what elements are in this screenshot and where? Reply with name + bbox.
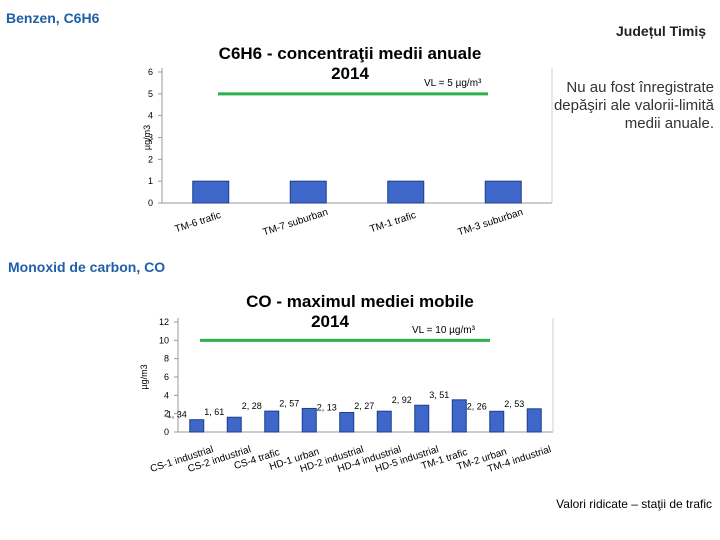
co-y-tick-label: 8 xyxy=(164,354,169,364)
co-bar xyxy=(189,419,205,433)
c6h6-y-tick-label: 3 xyxy=(148,133,153,143)
c6h6-y-tick-label: 1 xyxy=(148,176,153,186)
co-value-label: 2, 92 xyxy=(392,395,412,405)
c6h6-limit-label: VL = 5 µg/m³ xyxy=(424,78,482,89)
co-bar xyxy=(526,408,542,433)
c6h6-category-label: TM-3 suburban xyxy=(457,207,525,238)
co-y-tick-label: 4 xyxy=(164,390,169,400)
page-header-left: Benzen, C6H6 xyxy=(6,10,100,26)
co-bar xyxy=(301,407,317,433)
c6h6-y-tick-label: 6 xyxy=(148,67,153,77)
c6h6-bar xyxy=(192,180,230,204)
c6h6-bar xyxy=(387,180,425,204)
co-y-tick-label: 6 xyxy=(164,372,169,382)
c6h6-y-axis-label: µg/m3 xyxy=(142,125,152,150)
c6h6-chart-subtitle: 2014 xyxy=(331,64,369,83)
co-y-tick-label: 0 xyxy=(164,427,169,437)
c6h6-bar xyxy=(484,180,522,204)
c6h6-y-tick-label: 2 xyxy=(148,154,153,164)
co-bar xyxy=(451,399,467,433)
co-y-tick-label: 2 xyxy=(164,409,169,419)
c6h6-note: Nu au fost înregistrate depăşiri ale val… xyxy=(553,79,714,132)
co-value-label: 2, 13 xyxy=(317,402,337,412)
co-section-title: Monoxid de carbon, CO xyxy=(8,259,166,275)
co-bar xyxy=(414,404,430,433)
c6h6-y-tick-label: 0 xyxy=(148,198,153,208)
co-value-label: 3, 51 xyxy=(429,390,449,400)
co-chart-title: CO - maximul mediei mobile xyxy=(246,292,474,311)
co-value-label: 1, 34 xyxy=(167,410,187,420)
co-bar xyxy=(489,410,505,433)
c6h6-chart-title: C6H6 - concentraţii medii anuale xyxy=(218,44,482,63)
c6h6-category-label: TM-1 trafic xyxy=(369,210,418,235)
co-bar xyxy=(376,410,392,433)
c6h6-y-tick-label: 5 xyxy=(148,89,153,99)
co-y-axis-label: µg/m3 xyxy=(139,364,149,389)
co-value-label: 2, 28 xyxy=(242,401,262,411)
c6h6-category-label: TM-6 trafic xyxy=(174,210,223,235)
co-value-label: 2, 57 xyxy=(279,398,299,408)
co-limit-label: VL = 10 µg/m³ xyxy=(412,325,476,336)
co-chart-subtitle: 2014 xyxy=(311,312,349,331)
footer-note: Valori ridicate – staţii de trafic xyxy=(556,497,712,511)
co-value-label: 2, 26 xyxy=(467,401,487,411)
page-header-region: Județul Timiș xyxy=(616,23,706,39)
co-bar xyxy=(226,416,242,433)
c6h6-category-label: TM-7 suburban xyxy=(262,207,330,238)
c6h6-y-tick-label: 4 xyxy=(148,111,153,121)
co-value-label: 1, 61 xyxy=(204,407,224,417)
co-value-label: 2, 27 xyxy=(354,401,374,411)
co-y-tick-label: 10 xyxy=(159,335,169,345)
c6h6-chart: 0 1 2 3 4 5 6 µg/m3 VL = 5 µg/m³ TM-6 trafic TM-7 … xyxy=(142,67,553,238)
co-bar xyxy=(339,411,355,433)
c6h6-bar xyxy=(289,180,327,204)
co-value-label: 2, 53 xyxy=(504,399,524,409)
co-bar xyxy=(264,410,280,433)
co-y-tick-label: 12 xyxy=(159,317,169,327)
